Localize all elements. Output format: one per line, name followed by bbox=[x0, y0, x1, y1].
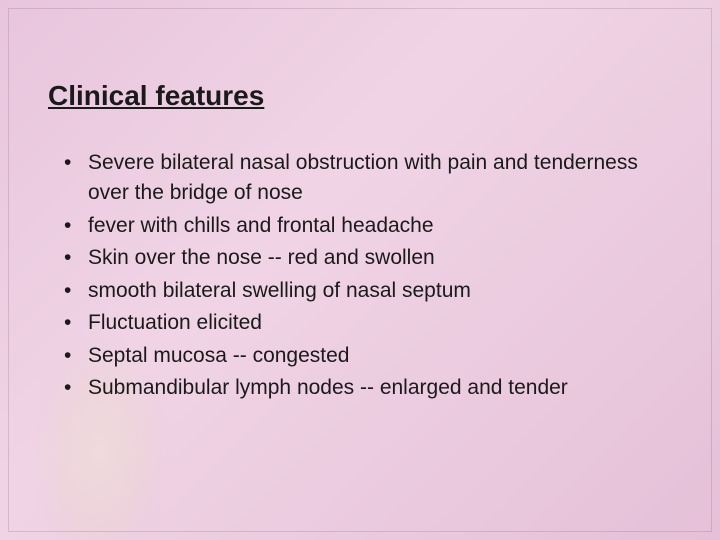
bullet-list: Severe bilateral nasal obstruction with … bbox=[48, 148, 672, 404]
list-item: smooth bilateral swelling of nasal septu… bbox=[60, 276, 672, 306]
slide-content: Clinical features Severe bilateral nasal… bbox=[0, 0, 720, 446]
list-item: Septal mucosa -- congested bbox=[60, 341, 672, 371]
list-item: Skin over the nose -- red and swollen bbox=[60, 243, 672, 273]
list-item: Fluctuation elicited bbox=[60, 308, 672, 338]
list-item: Severe bilateral nasal obstruction with … bbox=[60, 148, 672, 209]
slide-title: Clinical features bbox=[48, 80, 672, 112]
list-item: Submandibular lymph nodes -- enlarged an… bbox=[60, 373, 672, 403]
list-item: fever with chills and frontal headache bbox=[60, 211, 672, 241]
